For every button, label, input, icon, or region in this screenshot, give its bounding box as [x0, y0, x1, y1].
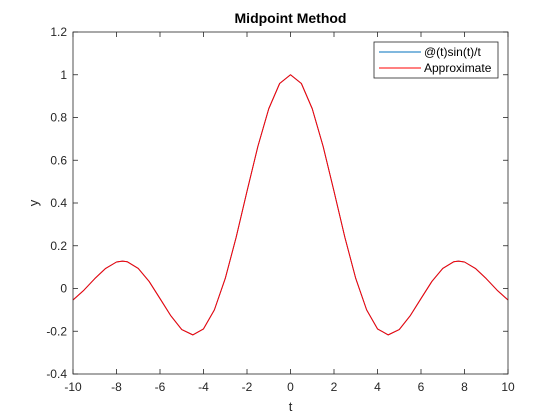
- series-line-2: [72, 74, 509, 336]
- x-tick-label: 4: [374, 380, 381, 394]
- y-tick-label: 0.6: [50, 153, 67, 167]
- legend-label-2: Approximate: [424, 61, 492, 75]
- x-tick-label: -6: [155, 380, 166, 394]
- legend-label-1: @(t)sin(t)/t: [424, 45, 482, 59]
- y-tick-label: -0.2: [46, 324, 67, 338]
- y-tick-label: 0.8: [50, 111, 67, 125]
- y-tick-label: 0: [60, 282, 67, 296]
- x-tick-label: -10: [64, 380, 82, 394]
- x-tick-label: 8: [461, 380, 468, 394]
- x-tick-label: -2: [242, 380, 253, 394]
- x-tick-label: -4: [198, 380, 209, 394]
- y-tick-label: 1: [60, 68, 67, 82]
- x-tick-label: -8: [111, 380, 122, 394]
- y-tick-label: 1.2: [50, 25, 67, 39]
- chart-title: Midpoint Method: [235, 10, 347, 26]
- y-tick-label: -0.4: [46, 367, 67, 381]
- x-tick-label: 2: [331, 380, 338, 394]
- x-axis-label: t: [289, 399, 293, 414]
- tick-layer: -10 -8 -6 -4 -2 0 2 4 6 8 10 -0.4 -0.2 0 0.2 0.4 0.6 0.8 1…: [46, 25, 515, 394]
- x-tick-label: 0: [287, 380, 294, 394]
- legend-box: [373, 41, 499, 79]
- y-axis-label: y: [26, 199, 41, 206]
- x-tick-label: 10: [501, 380, 515, 394]
- series-layer: [72, 74, 509, 336]
- plot-area: [73, 32, 508, 374]
- y-tick-label: 0.2: [50, 239, 67, 253]
- y-tick-label: 0.4: [50, 196, 67, 210]
- x-tick-label: 6: [418, 380, 425, 394]
- legend: @(t)sin(t)/t Approximate: [373, 41, 499, 79]
